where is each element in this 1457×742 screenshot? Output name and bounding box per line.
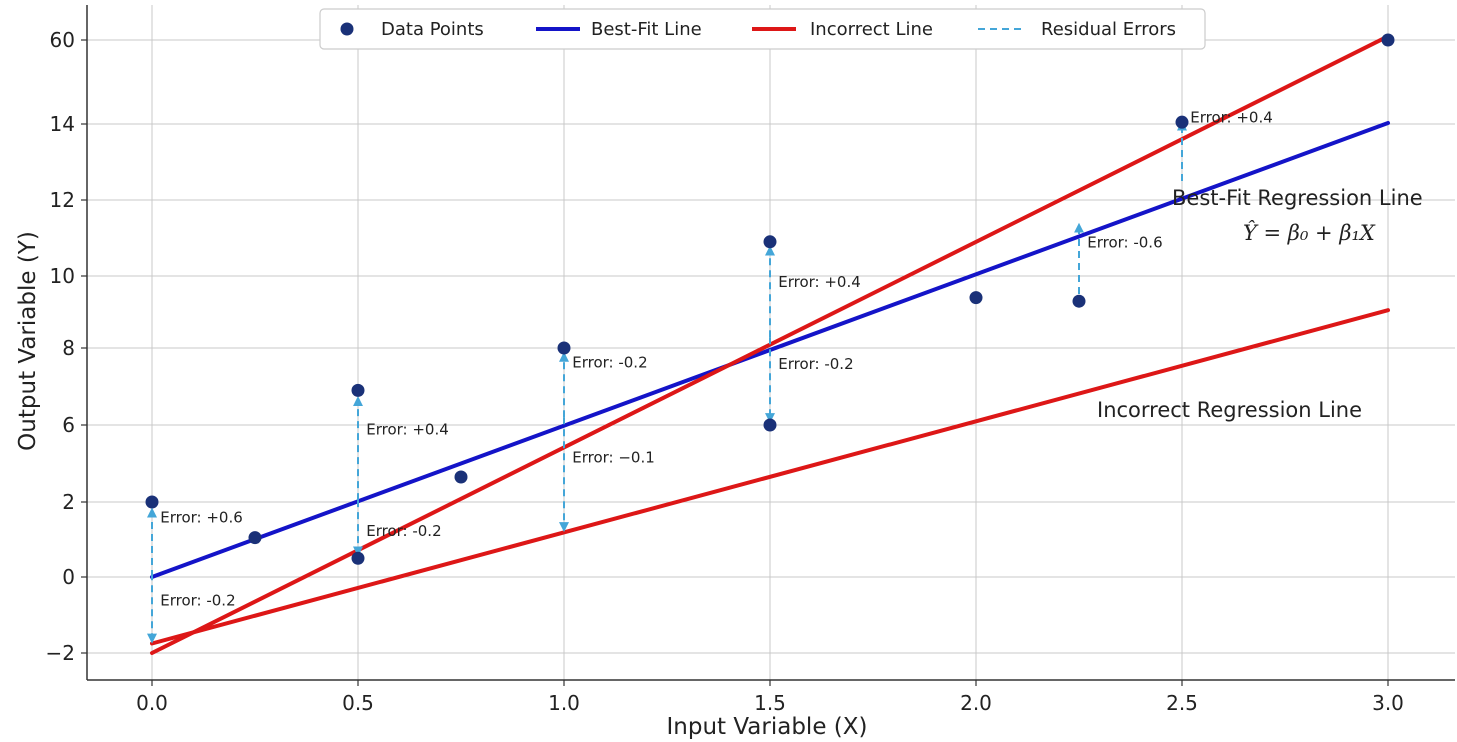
annotations: Error: +0.6 Error: -0.2 Error: +0.4 Error: … [160,109,1273,610]
error-label: Error: +0.4 [366,421,449,439]
x-tick-label: 1.0 [548,691,580,715]
data-point [1072,294,1086,308]
data-points [145,33,1395,565]
x-tick-label: 2.0 [960,691,992,715]
error-label: Error: +0.4 [1190,109,1273,127]
legend-label: Best-Fit Line [591,19,702,40]
residual-errors [147,120,1187,644]
y-tick-label: −2 [46,641,75,665]
legend-label: Residual Errors [1041,19,1176,40]
error-label: Error: −0.1 [572,449,655,467]
y-tick-label: 2 [62,490,75,514]
legend: Data Points Best-Fit Line Incorrect Line Re… [319,8,1206,50]
data-point [454,470,468,484]
y-tick-label: 14 [50,112,75,136]
axes: 0.0 0.5 1.0 1.5 2.0 2.5 3.0 −2 0 2 6 8 10 12 14 60 [46,5,1455,715]
error-label: Error: -0.6 [1087,234,1162,252]
incorrect-annotation: Incorrect Regression Line [1097,398,1362,422]
y-tick-label: 0 [62,565,75,589]
data-point [1381,33,1395,47]
x-axis-title: Input Variable (X) [666,714,867,740]
best-fit-formula: Ŷ = β₀ + β₁X [1243,221,1376,245]
y-tick-label: 10 [50,264,75,288]
error-label: Error: +0.4 [778,273,861,291]
x-tick-label: 0.0 [136,691,168,715]
data-point [351,551,365,565]
y-tick-label: 6 [62,413,75,437]
legend-data-points-swatch [340,22,354,36]
legend-label: Incorrect Line [810,19,933,40]
data-point [351,383,365,397]
error-label: Error: -0.2 [572,353,647,371]
data-point [969,291,983,305]
data-point [1175,115,1189,129]
x-tick-label: 3.0 [1372,691,1404,715]
x-tick-label: 1.5 [754,691,786,715]
error-label: Error: +0.6 [160,509,243,527]
error-label: Error: -0.2 [366,522,441,540]
data-point [248,531,262,545]
x-tick-label: 2.5 [1166,691,1198,715]
y-tick-label: 60 [50,28,75,52]
y-tick-label: 12 [50,188,75,212]
incorrect-line-mark [150,308,1390,646]
best-fit-annotation: Best-Fit Regression Line [1172,186,1423,210]
error-label: Error: -0.2 [160,592,235,610]
x-tick-label: 0.5 [342,691,374,715]
y-axis-title: Output Variable (Y) [15,231,41,451]
data-point [763,418,777,432]
y-tick-label: 8 [62,336,75,360]
data-point [145,495,159,509]
error-label: Error: -0.2 [778,355,853,373]
data-point [557,341,571,355]
legend-label: Data Points [381,19,484,40]
data-point [763,235,777,249]
